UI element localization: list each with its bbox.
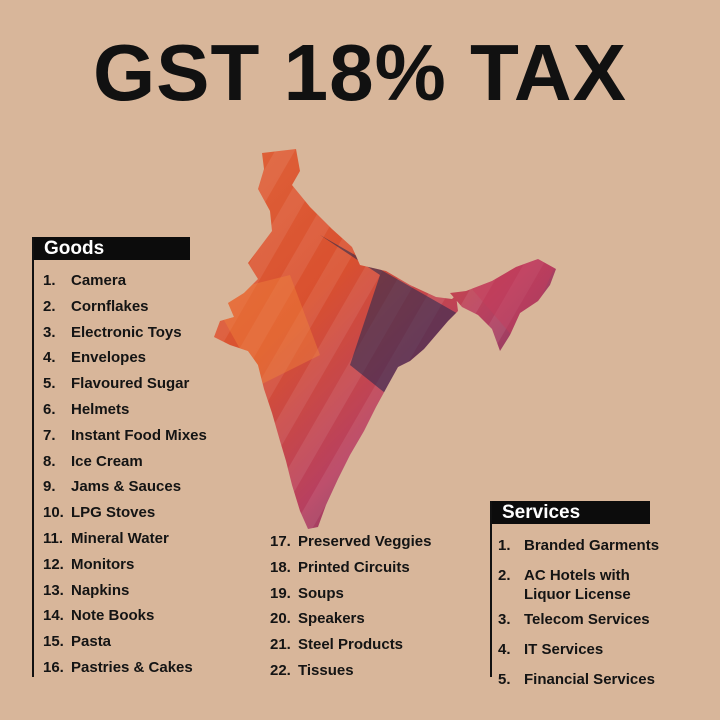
list-item: 2. Cornflakes [43, 297, 149, 315]
goods-list: 1. Camera 2. Cornflakes 3. Electronic Toys … [43, 268, 207, 681]
list-item: 4. IT Services [498, 641, 604, 658]
list-item: 12. Monitors [43, 555, 135, 573]
list-item: 22. Tissues [270, 661, 354, 679]
list-item: 19. Soups [270, 584, 344, 602]
list-item: 16. Pastries & Cakes [43, 658, 193, 676]
list-item: 20. Speakers [270, 610, 365, 628]
list-item: 7. Instant Food Mixes [43, 426, 207, 444]
list-item: 10. LPG Stoves [43, 504, 156, 522]
list-item: 9. Jams & Sauces [43, 478, 182, 496]
list-item: 8. Ice Cream [43, 452, 143, 470]
services-header: Services [490, 501, 650, 524]
list-item: 1. Branded Garments [498, 537, 660, 554]
goods-header: Goods [32, 237, 190, 260]
list-item: 21. Steel Products [270, 636, 404, 654]
list-item: 1. Camera [43, 272, 127, 289]
list-item: 5. Financial Services [498, 671, 655, 688]
page-title: GST 18% TAX [92, 28, 628, 117]
list-item: 3. Telecom Services [498, 611, 650, 628]
list-item: 13. Napkins [43, 581, 130, 599]
goods-list-continued: 17. Preserved Veggies 18. Printed Circuits… [270, 529, 431, 684]
services-divider-line [490, 501, 492, 677]
list-item: 11. Mineral Water [43, 529, 169, 547]
goods-divider-line [32, 237, 34, 677]
india-map-illustration [214, 149, 556, 529]
list-item: 14. Note Books [43, 607, 155, 625]
list-item: 5. Flavoured Sugar [43, 375, 190, 393]
list-item: 4. Envelopes [43, 349, 147, 367]
list-item: 2. AC Hotels with Liquor License [498, 567, 631, 603]
list-item: 17. Preserved Veggies [270, 533, 432, 550]
list-item: 3. Electronic Toys [43, 323, 182, 341]
services-list: 1. Branded Garments 2. AC Hotels with Liqu… [498, 536, 698, 700]
list-item: 18. Printed Circuits [270, 558, 410, 576]
list-item: 6. Helmets [43, 400, 130, 418]
list-item: 15. Pasta [43, 633, 112, 651]
